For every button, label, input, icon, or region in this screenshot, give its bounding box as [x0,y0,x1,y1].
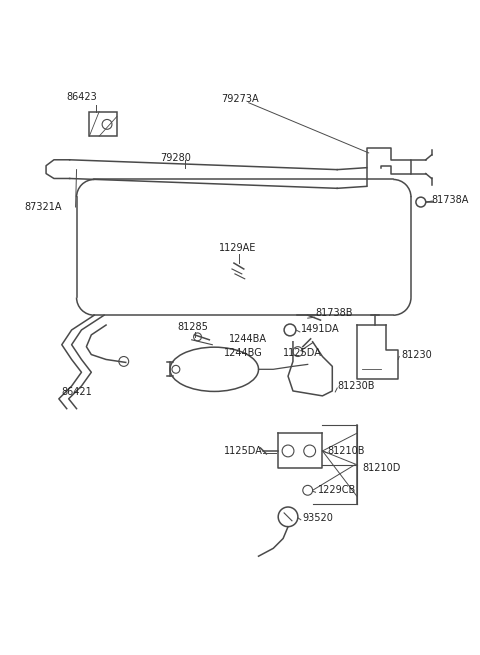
Text: 86423: 86423 [67,92,97,102]
Text: 1125DA: 1125DA [224,446,263,456]
Text: 1129AE: 1129AE [219,243,256,253]
Text: 1244BG: 1244BG [224,348,263,358]
Text: 93520: 93520 [303,513,334,523]
Text: 81285: 81285 [178,322,209,332]
Text: 1229CB: 1229CB [318,485,356,495]
Text: 1125DA: 1125DA [283,348,322,358]
Text: 81210B: 81210B [327,446,365,456]
Text: 1491DA: 1491DA [301,324,339,334]
Text: 81230B: 81230B [337,381,375,391]
Text: 1244BA: 1244BA [229,334,267,344]
Text: 81230: 81230 [401,350,432,360]
Text: 81738A: 81738A [432,195,469,205]
Text: 79280: 79280 [160,153,191,163]
Text: 79273A: 79273A [221,94,259,103]
Text: 81738B: 81738B [315,309,353,318]
Text: 81210D: 81210D [363,462,401,473]
Text: 86421: 86421 [62,387,93,397]
Text: 87321A: 87321A [24,202,62,212]
